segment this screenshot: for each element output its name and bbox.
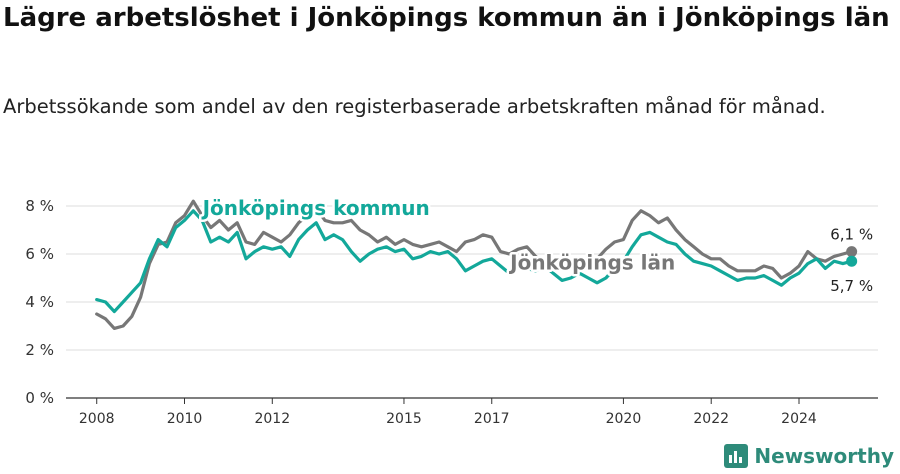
series-line-1 [95, 209, 854, 314]
gridlines [66, 205, 878, 399]
newsworthy-logo: Newsworthy [724, 444, 894, 468]
x-tick-label: 2008 [79, 411, 115, 427]
y-tick-label: 2 % [25, 341, 54, 359]
x-tick-label: 2022 [693, 411, 729, 427]
series-end-label-1: 5,7 % [830, 277, 873, 295]
y-tick-label: 8 % [25, 197, 54, 215]
y-tick-label: 0 % [25, 389, 54, 407]
x-tick-label: 2020 [606, 411, 642, 427]
chart-subtitle: Arbetssökande som andel av den registerb… [3, 95, 826, 118]
x-tick-label: 2017 [474, 411, 510, 427]
x-tick-label: 2024 [781, 411, 817, 427]
series-end-label-0: 6,1 % [830, 226, 873, 244]
x-tick-label: 2012 [254, 411, 290, 427]
logo-bars-icon [724, 444, 749, 468]
x-axis: 2008 2010 2012 2015 2017 2020 2022 2024 [79, 398, 817, 427]
chart-title: Lägre arbetslöshet i Jönköpings kommun ä… [3, 3, 890, 33]
x-tick-label: 2010 [167, 411, 203, 427]
series-labels: 6,1 % 5,7 % Jönköpings kommun Jönköpings lä… [198, 193, 875, 297]
series-end-point-1 [846, 255, 858, 267]
series-end-point-0 [846, 246, 858, 258]
y-axis: 0 % 2 % 4 % 6 % 8 % [25, 197, 54, 407]
x-tick-label: 2015 [386, 411, 422, 427]
y-tick-label: 4 % [25, 293, 54, 311]
series-lines [95, 199, 858, 330]
series-line-0 [95, 199, 854, 330]
logo-text: Newsworthy [754, 444, 894, 468]
series-annotation-0: Jönköpings kommun [201, 196, 430, 220]
series-annotation-1: Jönköpings län [508, 251, 675, 275]
y-tick-label: 6 % [25, 245, 54, 263]
